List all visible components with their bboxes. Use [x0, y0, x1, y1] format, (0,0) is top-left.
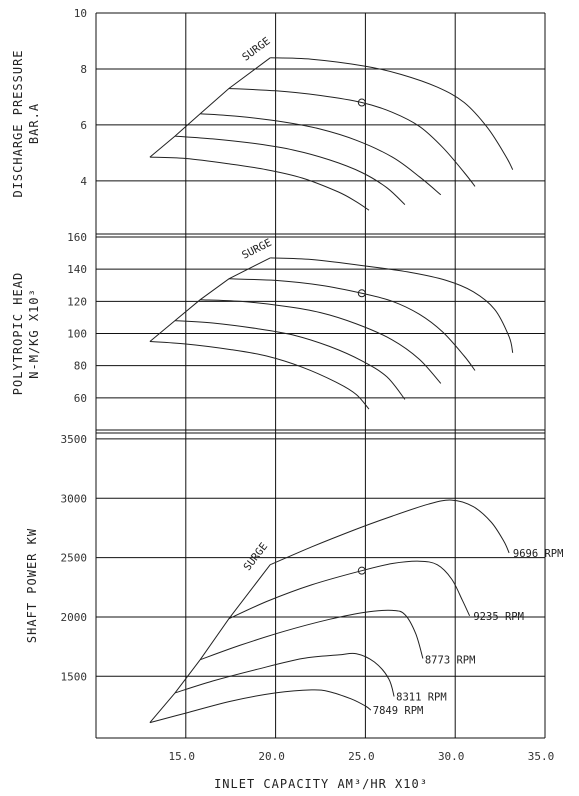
y-tick-label: 2000 [61, 611, 88, 624]
y-tick-label: 100 [67, 328, 87, 341]
speed-curve [149, 341, 370, 410]
y-axis-title: POLYTROPIC HEAD [11, 272, 25, 395]
y-axis-title: N-M/KG X10³ [27, 288, 41, 378]
speed-curve [149, 156, 370, 211]
y-tick-label: 6 [80, 119, 87, 132]
speed-curve [174, 135, 406, 205]
curves-layer [149, 57, 514, 724]
y-tick-label: 80 [74, 360, 87, 373]
grid-layer [95, 12, 546, 739]
y-tick-label: 4 [80, 175, 87, 188]
speed-curve [228, 88, 476, 187]
y-tick-label: 1500 [61, 670, 88, 683]
y-tick-label: 60 [74, 392, 87, 405]
y-tick-label: 160 [67, 231, 87, 244]
speed-curve [228, 278, 476, 371]
text-layer: 15.0 20.0 25.0 30.0 35.0 INLET CAPACITY AM³/H… [11, 7, 563, 791]
speed-curve [270, 499, 510, 566]
speed-label: 9235 RPM [473, 611, 524, 623]
x-tick-label: 20.0 [258, 750, 285, 763]
speed-curve [200, 609, 424, 661]
speed-curve [270, 257, 514, 353]
x-tick-label: 30.0 [438, 750, 465, 763]
operating-point-marker [357, 566, 366, 575]
y-tick-label: 140 [67, 263, 87, 276]
speed-curve [174, 652, 395, 697]
speed-curve [228, 560, 471, 620]
speed-label: 9696 RPM [513, 548, 564, 560]
y-axis-title: DISCHARGE PRESSURE [11, 49, 25, 197]
y-tick-label: 2500 [61, 552, 88, 565]
surge-line [149, 57, 271, 158]
y-tick-label: 10 [74, 7, 87, 20]
surge-line [149, 257, 271, 342]
operating-point-marker [357, 98, 366, 107]
speed-curve [270, 57, 514, 170]
surge-line [149, 564, 271, 723]
surge-label: SURGE [241, 541, 270, 573]
operating-point-marker [357, 289, 366, 298]
x-tick-label: 15.0 [169, 750, 196, 763]
speed-curve [149, 689, 372, 724]
y-tick-label: 120 [67, 295, 87, 308]
y-tick-label: 3000 [61, 492, 88, 505]
speed-label: 8773 RPM [425, 655, 476, 667]
speed-curve [174, 320, 406, 400]
speed-curve [200, 299, 442, 384]
speed-curve [200, 113, 442, 196]
y-axis-title: SHAFT POWER KW [25, 528, 39, 643]
surge-label: SURGE [240, 237, 274, 262]
speed-label: 8311 RPM [396, 691, 447, 703]
x-tick-label: 35.0 [528, 750, 555, 763]
y-axis-title: BAR.A [27, 103, 41, 144]
x-tick-label: 25.0 [348, 750, 375, 763]
y-tick-label: 3500 [61, 433, 88, 446]
y-tick-label: 8 [80, 63, 87, 76]
x-axis-title: INLET CAPACITY AM³/HR X10³ [214, 777, 428, 791]
speed-label: 7849 RPM [373, 705, 424, 717]
